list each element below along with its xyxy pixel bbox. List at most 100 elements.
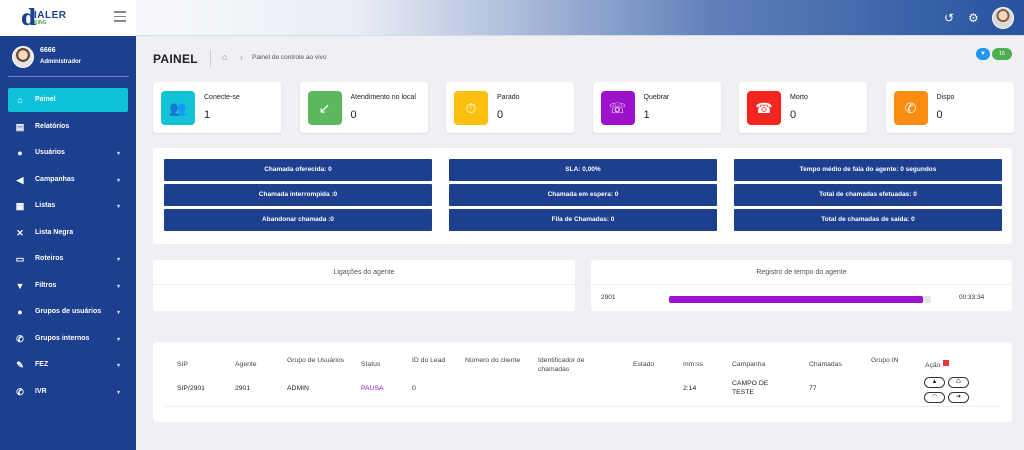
- column-header-action: Ação: [925, 360, 975, 370]
- status-card[interactable]: ↙ Atendimento no local 0: [299, 82, 428, 133]
- time-log-time: 00:33:34: [959, 294, 985, 301]
- agent-calls-title: Ligações do agente: [153, 260, 575, 285]
- stat-item: Total de chamadas efetuadas: 0: [734, 184, 1002, 206]
- user-icon: ●: [17, 148, 23, 158]
- chevron-down-icon: ▾: [116, 336, 120, 343]
- status-card[interactable]: ✆ Dispo 0: [885, 82, 1014, 133]
- cell-campaign: CAMPO DE TESTE: [732, 380, 769, 396]
- column-header-calls: Chamadas: [809, 361, 842, 368]
- status-card[interactable]: ☏ Quebrar 1: [592, 82, 721, 133]
- logo[interactable]: d IALER KING: [0, 0, 136, 36]
- column-header-agent: Agente: [235, 361, 257, 368]
- blocked-phone-icon: ✕: [16, 227, 24, 238]
- home-icon[interactable]: ⌂: [222, 52, 228, 62]
- count-badge[interactable]: 16: [992, 48, 1012, 60]
- stat-item: Chamada interrompida :0: [164, 184, 432, 206]
- card-value: 0: [936, 109, 943, 121]
- sidebar-item-grupos-internos[interactable]: ✆ Grupos internos ▾: [8, 327, 128, 354]
- sidebar-item-label: Painel: [35, 96, 56, 103]
- top-header: d IALER KING ↺ ⚙: [0, 0, 1024, 36]
- profile-button[interactable]: ▲: [924, 377, 945, 388]
- card-value: 1: [204, 109, 211, 121]
- listen-button[interactable]: ◠: [924, 392, 945, 403]
- time-log-track: [669, 296, 931, 303]
- history-icon[interactable]: ↺: [944, 11, 955, 25]
- status-card[interactable]: ☎ Morto 0: [739, 82, 867, 133]
- sidebar-item-label: Grupos de usuários: [35, 308, 102, 315]
- chevron-down-icon: ▾: [116, 310, 120, 316]
- sidebar-item-grupos-de-usuarios[interactable]: ● Grupos de usuários ▾: [8, 300, 128, 327]
- page-title: PAINEL: [153, 52, 198, 66]
- sidebar-item-listas[interactable]: ▦ Listas ▾: [8, 194, 128, 221]
- cell-mmss: 2:14: [683, 385, 697, 392]
- agent-calls-panel: Ligações do agente: [153, 260, 575, 311]
- column-header-caller-id: Identificador de chamadas: [538, 357, 585, 373]
- cell-lead-id: 0: [412, 385, 416, 392]
- sidebar-item-relatorios[interactable]: ▤ Relatórios: [8, 115, 128, 142]
- sidebar: 6666 Administrador ⌂ Painel ▤ Relatórios ● Us…: [0, 36, 136, 450]
- row-divider: [165, 406, 1000, 407]
- status-card[interactable]: ⏱ Parado 0: [446, 82, 574, 133]
- settings-icon[interactable]: ⚙: [968, 11, 979, 25]
- sidebar-item-usuarios[interactable]: ● Usuários ▾: [8, 141, 128, 168]
- time-log-panel: Registro de tempo do agente 2901 00:33:3…: [591, 260, 1012, 311]
- sidebar-item-label: Lista Negra: [35, 228, 74, 236]
- column-header-client-number: Número do cliente: [465, 357, 521, 364]
- logout-button[interactable]: ➜: [948, 392, 969, 403]
- filter-icon: ▼: [980, 51, 986, 57]
- time-log-bar: [669, 296, 924, 303]
- user-icon: ▲: [931, 379, 938, 385]
- call-break-icon: ☏: [600, 91, 635, 125]
- logo-mark: d: [21, 5, 37, 31]
- sidebar-item-label: Listas: [35, 202, 56, 209]
- megaphone-icon: ◀: [16, 174, 24, 185]
- recycle-button[interactable]: ♺: [948, 377, 969, 388]
- edit-icon: ✎: [16, 360, 24, 370]
- column-header-user-group: Grupo de Usuários: [287, 357, 345, 364]
- sidebar-item-ivr[interactable]: ✆ IVR ▾: [8, 380, 128, 407]
- title-divider: [210, 50, 211, 68]
- chevron-right-icon: ›: [240, 53, 243, 62]
- sidebar-item-label: Roteiros: [35, 255, 64, 262]
- avatar[interactable]: [992, 7, 1014, 29]
- column-header-status: Status: [361, 361, 381, 368]
- breadcrumb: Painel de controle ao vivo: [252, 54, 327, 61]
- stat-item: Chamada oferecida: 0: [164, 159, 432, 181]
- sidebar-divider: [8, 76, 129, 77]
- sidebar-item-painel[interactable]: ⌂ Painel: [8, 88, 128, 112]
- users-icon: ●: [17, 307, 23, 317]
- sidebar-item-campanhas[interactable]: ◀ Campanhas ▾: [8, 168, 128, 195]
- stat-item: Tempo médio de fala do agente: 0 segundo…: [734, 159, 1002, 181]
- card-value: 0: [790, 109, 797, 121]
- sidebar-item-label: Grupos internos: [35, 334, 90, 342]
- users-icon: 👥: [161, 91, 195, 125]
- column-header-sip: SIP: [177, 361, 188, 368]
- sidebar-item-roteiros[interactable]: ▭ Roteiros ▾: [8, 247, 128, 274]
- cell-agent: 2901: [235, 385, 251, 392]
- recycle-icon: ♺: [955, 379, 962, 385]
- stats-panel: Chamada oferecida: 0 SLA: 0,00% Tempo médi…: [153, 148, 1012, 244]
- filter-button[interactable]: ▼: [976, 48, 990, 60]
- chevron-down-icon: ▾: [116, 389, 120, 396]
- user-clock-icon: ⏱: [454, 91, 488, 125]
- stat-item: Fila de Chamadas: 0: [449, 209, 717, 231]
- card-label: Atendimento no local: [350, 94, 416, 101]
- sidebar-item-filtros[interactable]: ▼ Filtros ▾: [8, 274, 128, 301]
- menu-toggle-icon[interactable]: [114, 11, 126, 22]
- sidebar-item-label: FEZ: [35, 361, 49, 368]
- sidebar-nav: ⌂ Painel ▤ Relatórios ● Usuários ▾ ◀ Campanhas ▾ ▦…: [8, 88, 128, 406]
- card-label: Parado: [497, 94, 520, 101]
- status-card[interactable]: 👥 Conecte-se 1: [153, 82, 281, 133]
- cell-status: PAUSA: [361, 385, 384, 392]
- sidebar-item-lista-negra[interactable]: ✕ Lista Negra: [8, 221, 128, 248]
- sidebar-item-label: Usuários: [35, 149, 65, 156]
- chevron-down-icon: ▾: [116, 283, 120, 290]
- card-label: Morto: [790, 94, 808, 101]
- hangup-icon: ☎: [747, 91, 781, 125]
- sidebar-item-fez[interactable]: ✎ FEZ ▾: [8, 353, 128, 380]
- card-label: Quebrar: [643, 94, 670, 101]
- chevron-down-icon: ▾: [116, 257, 120, 263]
- chevron-down-icon: ▾: [116, 151, 120, 157]
- cell-sip: SIP/2901: [177, 385, 205, 392]
- cell-calls: 77: [809, 385, 817, 392]
